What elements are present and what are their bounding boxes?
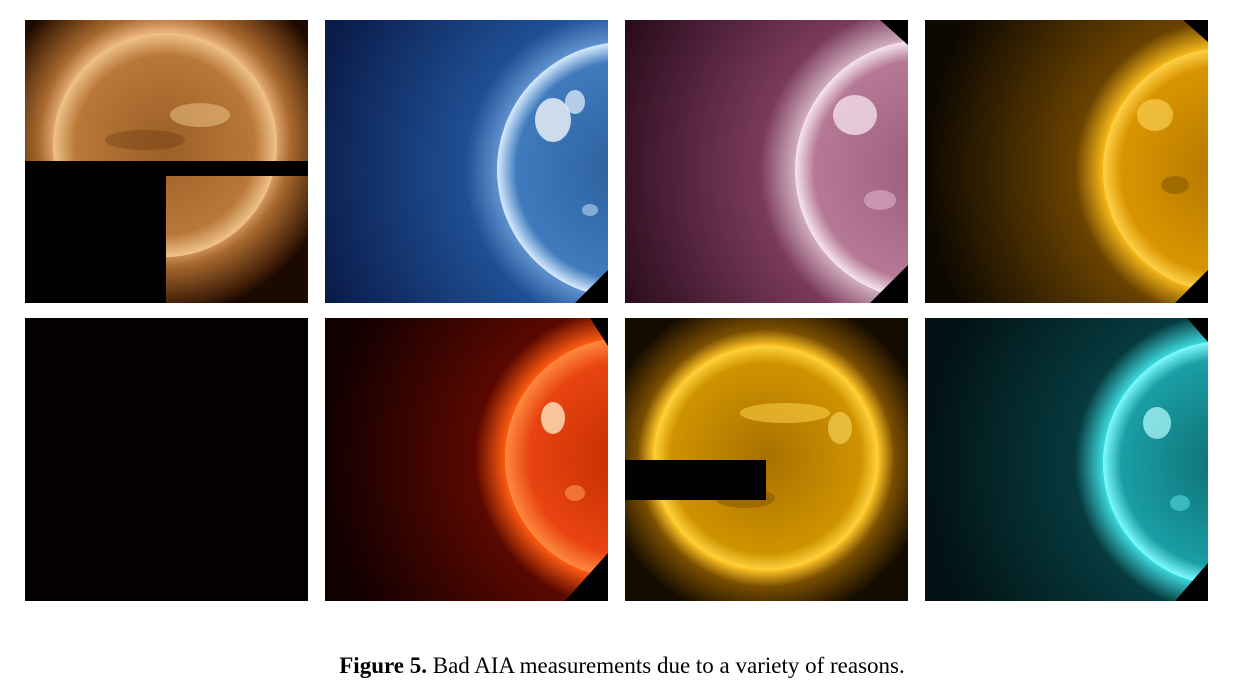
solar-image-empty [25, 318, 308, 601]
solar-image-blue-offset [325, 20, 608, 303]
missing-band [25, 161, 308, 176]
solar-disk-blue-svg [325, 20, 608, 303]
solar-disk-yellow-svg [625, 318, 908, 601]
missing-block [625, 460, 766, 500]
solar-disk-magenta-svg [625, 20, 908, 303]
solar-image-copper-partial [25, 20, 308, 303]
solar-image-red-offset [325, 318, 608, 601]
missing-quadrant [25, 176, 166, 303]
solar-disk-copper-svg [25, 20, 308, 303]
solar-disk-red-svg [325, 318, 608, 601]
figure-label: Figure 5. [339, 653, 427, 678]
figure-caption-text: Bad AIA measurements due to a variety of… [432, 653, 905, 678]
empty-image-svg [25, 318, 308, 601]
solar-image-cyan-offset [925, 318, 1208, 601]
solar-disk-gold-svg [925, 20, 1208, 303]
solar-disk-cyan-svg [925, 318, 1208, 601]
solar-image-yellow-block-missing [625, 318, 908, 601]
solar-image-magenta-offset [625, 20, 908, 303]
solar-image-gold-offset [925, 20, 1208, 303]
figure-caption: Figure 5. Bad AIA measurements due to a … [0, 652, 1244, 680]
